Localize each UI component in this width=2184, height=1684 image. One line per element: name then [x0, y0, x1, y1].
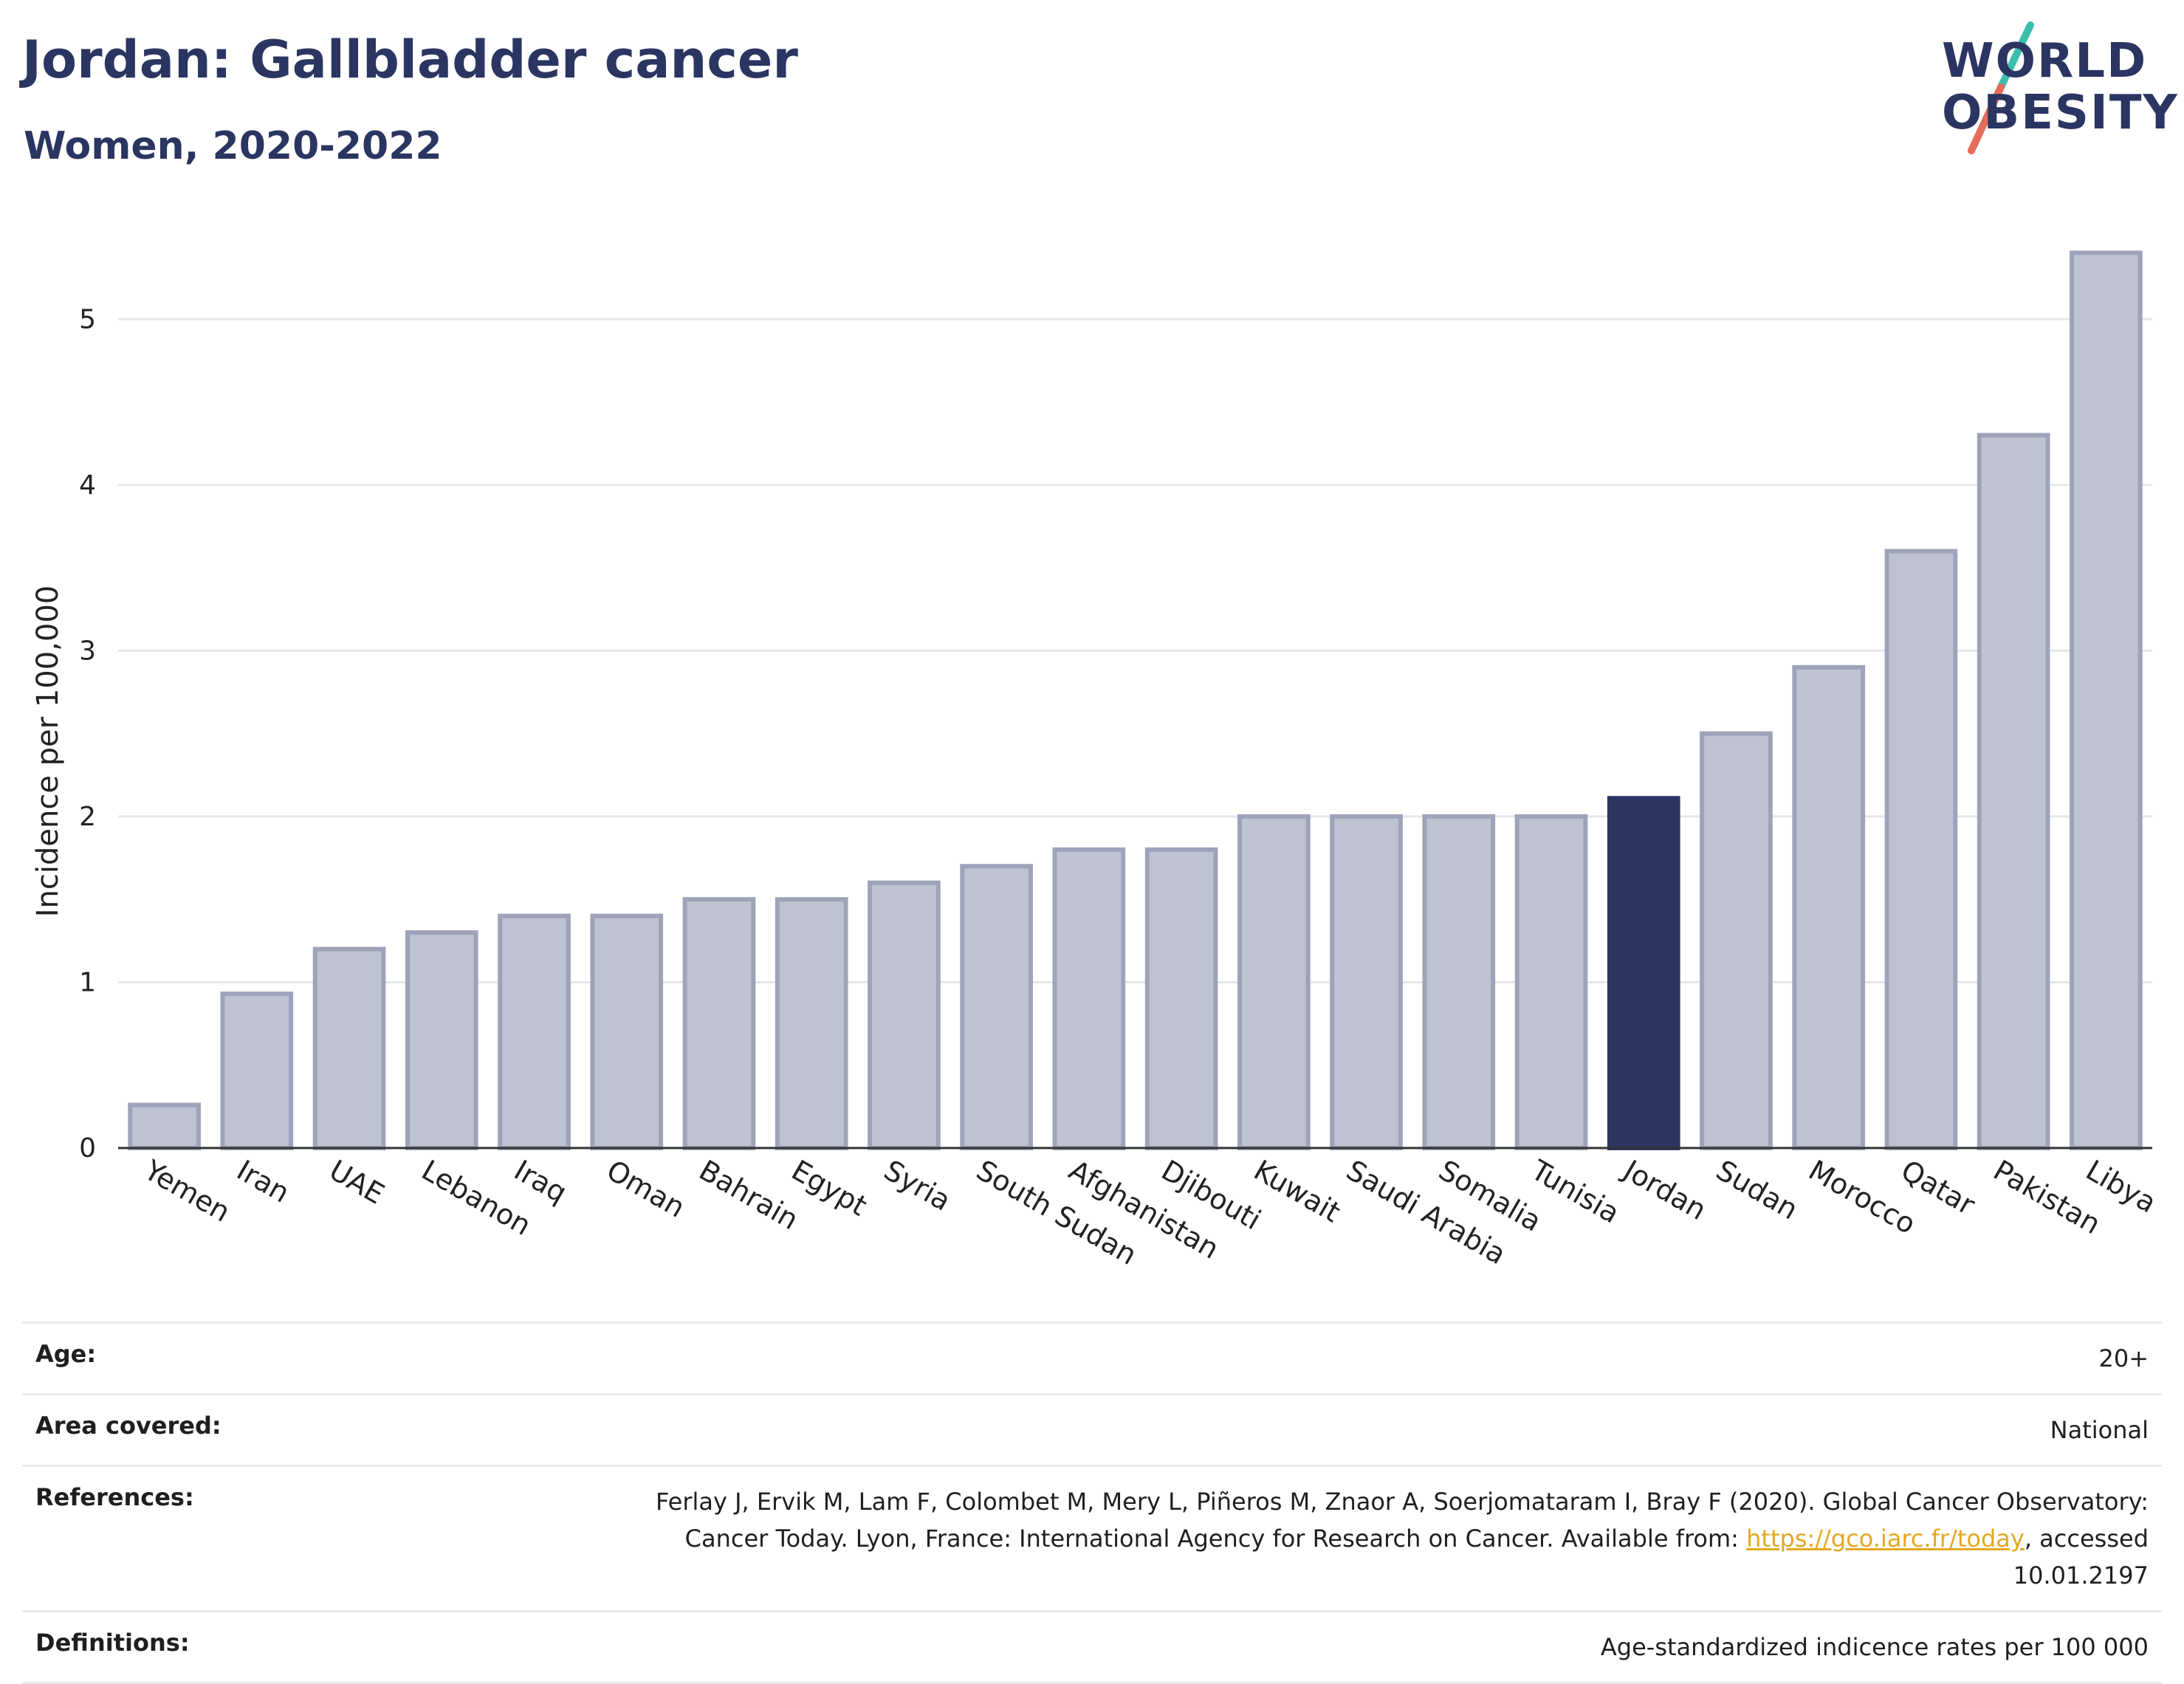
logo-text-obesity: OBESITY: [1942, 86, 2179, 140]
x-tick-label: South Sudan: [971, 1154, 1142, 1271]
y-tick-label: 4: [79, 470, 96, 501]
info-row-area: Area covered: National: [22, 1393, 2162, 1465]
bar-morocco: [1792, 664, 1866, 1150]
bar-kuwait: [1237, 814, 1311, 1151]
bar-lebanon: [405, 930, 478, 1150]
references-label: References:: [35, 1483, 194, 1511]
bar-south-sudan: [960, 864, 1033, 1150]
references-value: Ferlay J, Ervik M, Lam F, Colombet M, Me…: [598, 1483, 2149, 1594]
bar-oman: [590, 913, 664, 1150]
gco-link[interactable]: https://gco.iarc.fr/today: [1746, 1525, 2025, 1553]
y-tick-label: 5: [79, 304, 96, 334]
y-axis-label: Incidence per 100,000: [31, 585, 65, 918]
x-tick-label: Iran: [231, 1154, 295, 1209]
age-label: Age:: [35, 1340, 97, 1368]
bar-jordan: [1607, 796, 1680, 1151]
bar-uae: [312, 946, 386, 1151]
info-row-age: Age: 20+: [22, 1322, 2162, 1393]
definitions-label: Definitions:: [35, 1629, 190, 1657]
bar-egypt: [775, 897, 848, 1150]
bar-saudi-arabia: [1330, 814, 1403, 1151]
y-tick-label: 2: [79, 802, 96, 832]
x-tick-label: Saudi Arabia: [1341, 1154, 1511, 1271]
bar-qatar: [1884, 549, 1958, 1150]
y-tick-label: 0: [79, 1133, 96, 1164]
x-tick-label: Morocco: [1803, 1154, 1921, 1241]
info-row-references: References: Ferlay J, Ervik M, Lam F, Co…: [22, 1465, 2162, 1610]
info-table: Age: 20+ Area covered: National Referenc…: [22, 1322, 2162, 1684]
area-value: National: [2050, 1416, 2149, 1444]
references-text: Ferlay J, Ervik M, Lam F, Colombet M, Me…: [656, 1488, 2149, 1553]
area-label: Area covered:: [35, 1412, 222, 1440]
chart-subtitle: Women, 2020-2022: [24, 124, 442, 168]
info-row-definitions: Definitions: Age-standardized indicence …: [22, 1610, 2162, 1684]
x-tick-label: Sudan: [1711, 1154, 1804, 1226]
definitions-value: Age-standardized indicence rates per 100…: [1600, 1633, 2149, 1661]
x-tick-label: Yemen: [138, 1153, 236, 1228]
bar-somalia: [1422, 814, 1496, 1151]
bar-syria: [868, 880, 941, 1151]
x-tick-label: Iraq: [509, 1154, 572, 1209]
bar-chart: 0 1 2 3 4 5 Incidence per 100,000 Yemen Iran UAE L…: [0, 207, 2184, 1285]
bar-iraq: [498, 913, 571, 1150]
x-tick-label: Pakistan: [1988, 1154, 2106, 1241]
x-tick-label: Oman: [601, 1154, 690, 1224]
bar-yemen: [128, 1102, 201, 1150]
bar-iran: [220, 992, 294, 1150]
bar-bahrain: [682, 897, 756, 1150]
bar-tunisia: [1514, 814, 1588, 1151]
x-tick-label: Jordan: [1617, 1153, 1711, 1227]
references-accessed: , accessed 10.01.2197: [2013, 1525, 2149, 1590]
x-tick-label: Bahrain: [693, 1154, 803, 1237]
x-tick-label: Kuwait: [1249, 1154, 1346, 1229]
world-obesity-logo: WORLD OBESITY: [1920, 21, 2177, 161]
x-tick-label: Syria: [879, 1154, 956, 1217]
x-tick-label: UAE: [324, 1154, 390, 1211]
bar-djibouti: [1144, 847, 1218, 1150]
logo-text-world: WORLD: [1942, 34, 2148, 89]
y-tick-label: 1: [79, 967, 96, 997]
bar-sudan: [1700, 731, 1773, 1150]
bar-pakistan: [1977, 433, 2050, 1151]
chart-title: Jordan: Gallbladder cancer: [22, 30, 798, 90]
age-value: 20+: [2098, 1344, 2149, 1372]
y-tick-label: 3: [79, 636, 96, 666]
bar-afghanistan: [1052, 847, 1126, 1150]
bar-libya: [2070, 250, 2143, 1150]
